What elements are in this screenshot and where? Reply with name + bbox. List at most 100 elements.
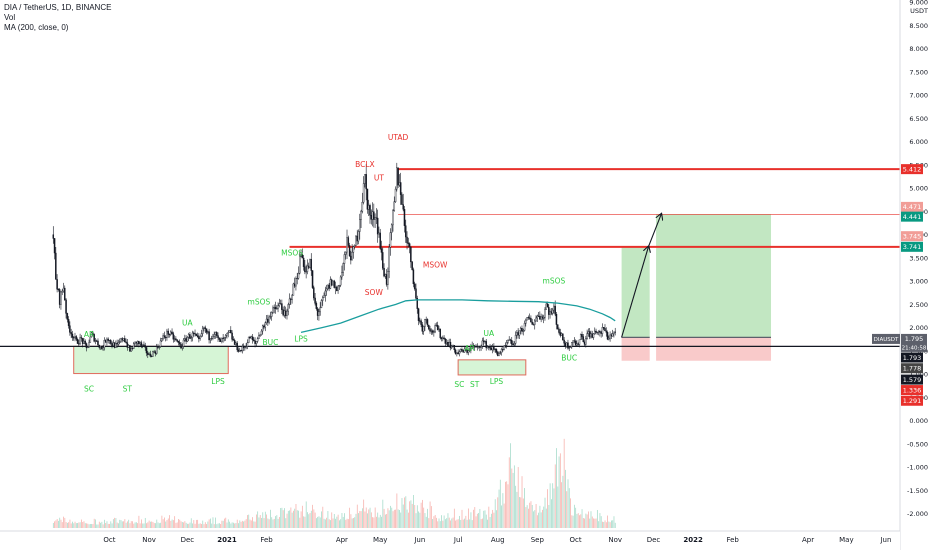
volume-bar bbox=[280, 508, 282, 528]
volume-bar bbox=[112, 519, 114, 528]
candle-body bbox=[219, 339, 222, 342]
wyckoff-label: UA bbox=[182, 318, 193, 327]
chart-legend: DIA / TetherUS, 1D, BINANCE Vol MA (200,… bbox=[4, 3, 111, 33]
volume-bar bbox=[558, 456, 560, 528]
volume-bar bbox=[152, 521, 154, 528]
candle-body bbox=[255, 341, 258, 344]
volume-bar bbox=[572, 515, 574, 528]
candle-body bbox=[459, 349, 462, 352]
position-tools[interactable] bbox=[621, 214, 772, 361]
volume-bar bbox=[114, 517, 116, 528]
volume-bar bbox=[157, 522, 159, 528]
candle-body bbox=[532, 324, 535, 326]
volume-bar bbox=[503, 503, 505, 528]
candle-body bbox=[158, 346, 161, 348]
volume-bar bbox=[453, 508, 455, 528]
volume-bar bbox=[149, 521, 151, 528]
volume-bar bbox=[473, 509, 474, 528]
candle-body bbox=[272, 307, 274, 313]
candle-body bbox=[407, 242, 410, 244]
x-tick-label: Sep bbox=[531, 536, 545, 544]
candle-body bbox=[453, 345, 456, 351]
volume-bar bbox=[400, 512, 402, 528]
candle-body bbox=[498, 353, 500, 356]
candle-body bbox=[535, 317, 537, 322]
candle-body bbox=[553, 305, 555, 311]
candle-body bbox=[108, 339, 111, 341]
volume-bar bbox=[139, 523, 141, 528]
candle-body bbox=[364, 174, 366, 184]
x-tick-label: Jul bbox=[453, 536, 463, 544]
volume-bar bbox=[277, 518, 279, 528]
volume-bar bbox=[409, 501, 411, 528]
volume-bar bbox=[479, 508, 481, 528]
volume-bar bbox=[411, 503, 413, 528]
candle-body bbox=[260, 330, 263, 335]
volume-bar bbox=[359, 511, 361, 528]
volume-bar bbox=[207, 521, 209, 528]
volume-bar bbox=[397, 509, 399, 528]
candle-body bbox=[559, 332, 562, 336]
candle-body bbox=[250, 336, 252, 339]
legend-title[interactable]: DIA / TetherUS, 1D, BINANCE bbox=[4, 3, 112, 12]
candle-body bbox=[350, 255, 352, 261]
candle-body bbox=[485, 341, 487, 349]
candle-body bbox=[153, 351, 155, 353]
volume-bar bbox=[356, 504, 358, 528]
candle-body bbox=[196, 335, 199, 338]
volume-bar bbox=[442, 520, 444, 528]
candle-body bbox=[537, 315, 540, 317]
volume-bar bbox=[561, 482, 563, 528]
candle-body bbox=[67, 319, 70, 326]
volume-bar bbox=[128, 519, 130, 528]
volume-bar bbox=[281, 507, 283, 528]
volume-bar bbox=[166, 520, 168, 528]
candle-body bbox=[594, 330, 596, 335]
candle-body bbox=[429, 328, 431, 332]
volume-bar bbox=[420, 502, 422, 528]
volume-bar bbox=[284, 508, 285, 528]
volume-bar bbox=[220, 524, 222, 528]
price-badge-label: 4.471 bbox=[903, 203, 922, 211]
volume-bar bbox=[184, 521, 186, 528]
volume-bar bbox=[68, 522, 70, 528]
volume-bar bbox=[365, 507, 367, 528]
candle-body bbox=[309, 259, 311, 268]
volume-bar bbox=[425, 516, 427, 528]
volume-bar bbox=[261, 517, 262, 528]
y-tick-label: 3.500 bbox=[909, 254, 928, 262]
volume-bar bbox=[536, 515, 538, 528]
trend-arrows[interactable] bbox=[621, 214, 662, 338]
candle-body bbox=[426, 319, 429, 326]
candle-body bbox=[502, 349, 504, 351]
candle-body bbox=[184, 338, 186, 341]
x-tick-label: Nov bbox=[142, 536, 156, 544]
volume-bar bbox=[439, 521, 441, 528]
volume-bar bbox=[612, 520, 614, 528]
candle-body bbox=[149, 353, 152, 357]
volume-bar bbox=[465, 515, 467, 528]
volume-bar bbox=[482, 518, 483, 528]
volume-bar bbox=[344, 513, 345, 528]
wyckoff-label: MSOS bbox=[281, 249, 303, 258]
x-tick-label: 2021 bbox=[217, 536, 237, 544]
candle-body bbox=[52, 234, 55, 239]
volume-bar bbox=[521, 476, 523, 528]
candle-body bbox=[519, 328, 522, 331]
volume-bar bbox=[198, 523, 200, 528]
legend-ma[interactable]: MA (200, close, 0) bbox=[4, 23, 69, 32]
candle-body bbox=[380, 248, 383, 253]
candle-body bbox=[101, 346, 103, 350]
volume-bar bbox=[542, 509, 543, 528]
legend-volume[interactable]: Vol bbox=[4, 13, 16, 22]
candle-body bbox=[296, 278, 298, 280]
volume-bar bbox=[363, 499, 365, 528]
volume-bar bbox=[262, 512, 264, 528]
volume-bar bbox=[378, 517, 380, 528]
volume-bar bbox=[155, 523, 156, 528]
candle-body bbox=[385, 274, 388, 285]
candle-body bbox=[98, 344, 101, 348]
volume-bar bbox=[522, 498, 524, 528]
volume-bar bbox=[377, 512, 379, 528]
